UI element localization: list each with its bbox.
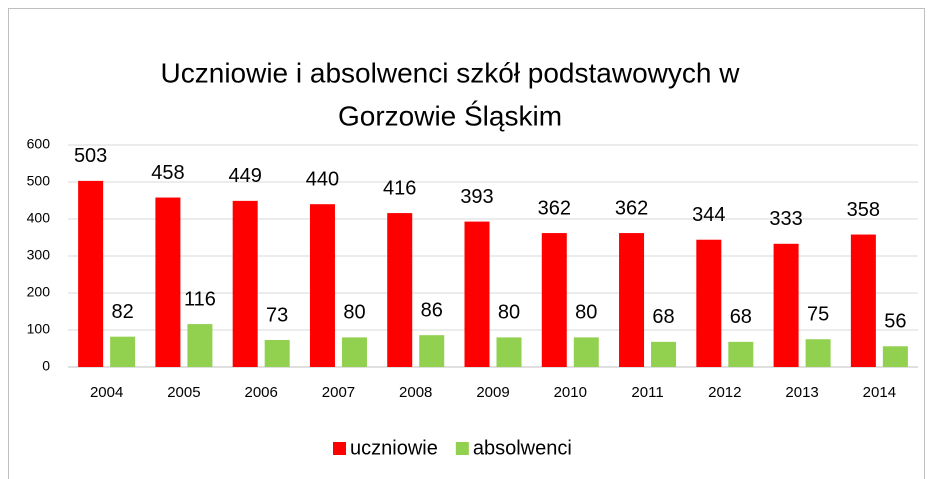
bar bbox=[805, 339, 831, 367]
data-label: 393 bbox=[460, 186, 493, 208]
bar bbox=[573, 337, 599, 367]
data-label: 416 bbox=[383, 177, 416, 199]
bar bbox=[850, 234, 876, 367]
chart-title: Uczniowie i absolwenci szkół podstawowyc… bbox=[161, 57, 741, 88]
data-label: 80 bbox=[575, 302, 597, 324]
data-label: 56 bbox=[884, 311, 906, 333]
data-label: 80 bbox=[498, 302, 520, 324]
data-label: 75 bbox=[807, 304, 829, 326]
x-tick-label: 2009 bbox=[476, 384, 509, 401]
data-label: 68 bbox=[730, 306, 752, 328]
x-tick-label: 2013 bbox=[785, 384, 818, 401]
y-tick-label: 600 bbox=[27, 136, 51, 152]
data-label: 362 bbox=[615, 197, 648, 219]
y-tick-label: 200 bbox=[27, 284, 51, 300]
data-label: 344 bbox=[692, 204, 725, 226]
x-tick-label: 2010 bbox=[554, 384, 587, 401]
bar bbox=[187, 324, 213, 367]
data-label: 86 bbox=[421, 299, 443, 321]
x-tick-label: 2008 bbox=[399, 384, 432, 401]
bar bbox=[419, 335, 445, 367]
bar bbox=[496, 337, 522, 367]
x-tick-label: 2012 bbox=[708, 384, 741, 401]
bar bbox=[110, 336, 136, 367]
data-label: 362 bbox=[538, 197, 571, 219]
bar bbox=[541, 233, 567, 367]
bar bbox=[341, 337, 367, 367]
data-label: 82 bbox=[112, 301, 134, 323]
x-tick-label: 2004 bbox=[90, 384, 123, 401]
legend-label: absolwenci bbox=[473, 437, 572, 459]
x-tick-label: 2005 bbox=[167, 384, 200, 401]
bar bbox=[387, 213, 413, 367]
data-label: 116 bbox=[184, 288, 216, 310]
data-label: 440 bbox=[306, 168, 339, 190]
data-label: 503 bbox=[74, 145, 107, 167]
y-tick-label: 300 bbox=[27, 247, 51, 263]
data-label: 449 bbox=[228, 165, 261, 187]
x-tick-label: 2006 bbox=[244, 384, 277, 401]
data-label: 73 bbox=[266, 304, 288, 326]
bar bbox=[651, 341, 677, 367]
y-tick-label: 400 bbox=[27, 210, 51, 226]
bar bbox=[696, 239, 722, 367]
legend-swatch bbox=[333, 442, 346, 455]
y-tick-label: 100 bbox=[27, 321, 51, 337]
legend-label: uczniowie bbox=[350, 437, 438, 459]
bar bbox=[155, 197, 181, 367]
data-label: 458 bbox=[151, 162, 184, 184]
x-tick-label: 2014 bbox=[863, 384, 896, 401]
bar bbox=[309, 204, 335, 367]
y-tick-label: 500 bbox=[27, 173, 51, 189]
chart-title: Gorzowie Śląskim bbox=[338, 99, 562, 131]
bar bbox=[728, 341, 754, 367]
bar bbox=[264, 339, 290, 367]
bar bbox=[232, 200, 258, 367]
bar bbox=[619, 233, 645, 367]
data-label: 333 bbox=[769, 208, 802, 230]
bar bbox=[464, 221, 490, 367]
legend-swatch bbox=[455, 442, 469, 455]
bar bbox=[882, 346, 908, 367]
bar bbox=[773, 243, 799, 367]
y-tick-label: 0 bbox=[42, 358, 50, 374]
x-tick-label: 2011 bbox=[631, 384, 663, 401]
bar bbox=[78, 180, 104, 367]
x-tick-label: 2007 bbox=[322, 384, 355, 401]
data-label: 358 bbox=[847, 199, 880, 221]
data-label: 68 bbox=[652, 306, 674, 328]
data-label: 80 bbox=[343, 302, 365, 324]
